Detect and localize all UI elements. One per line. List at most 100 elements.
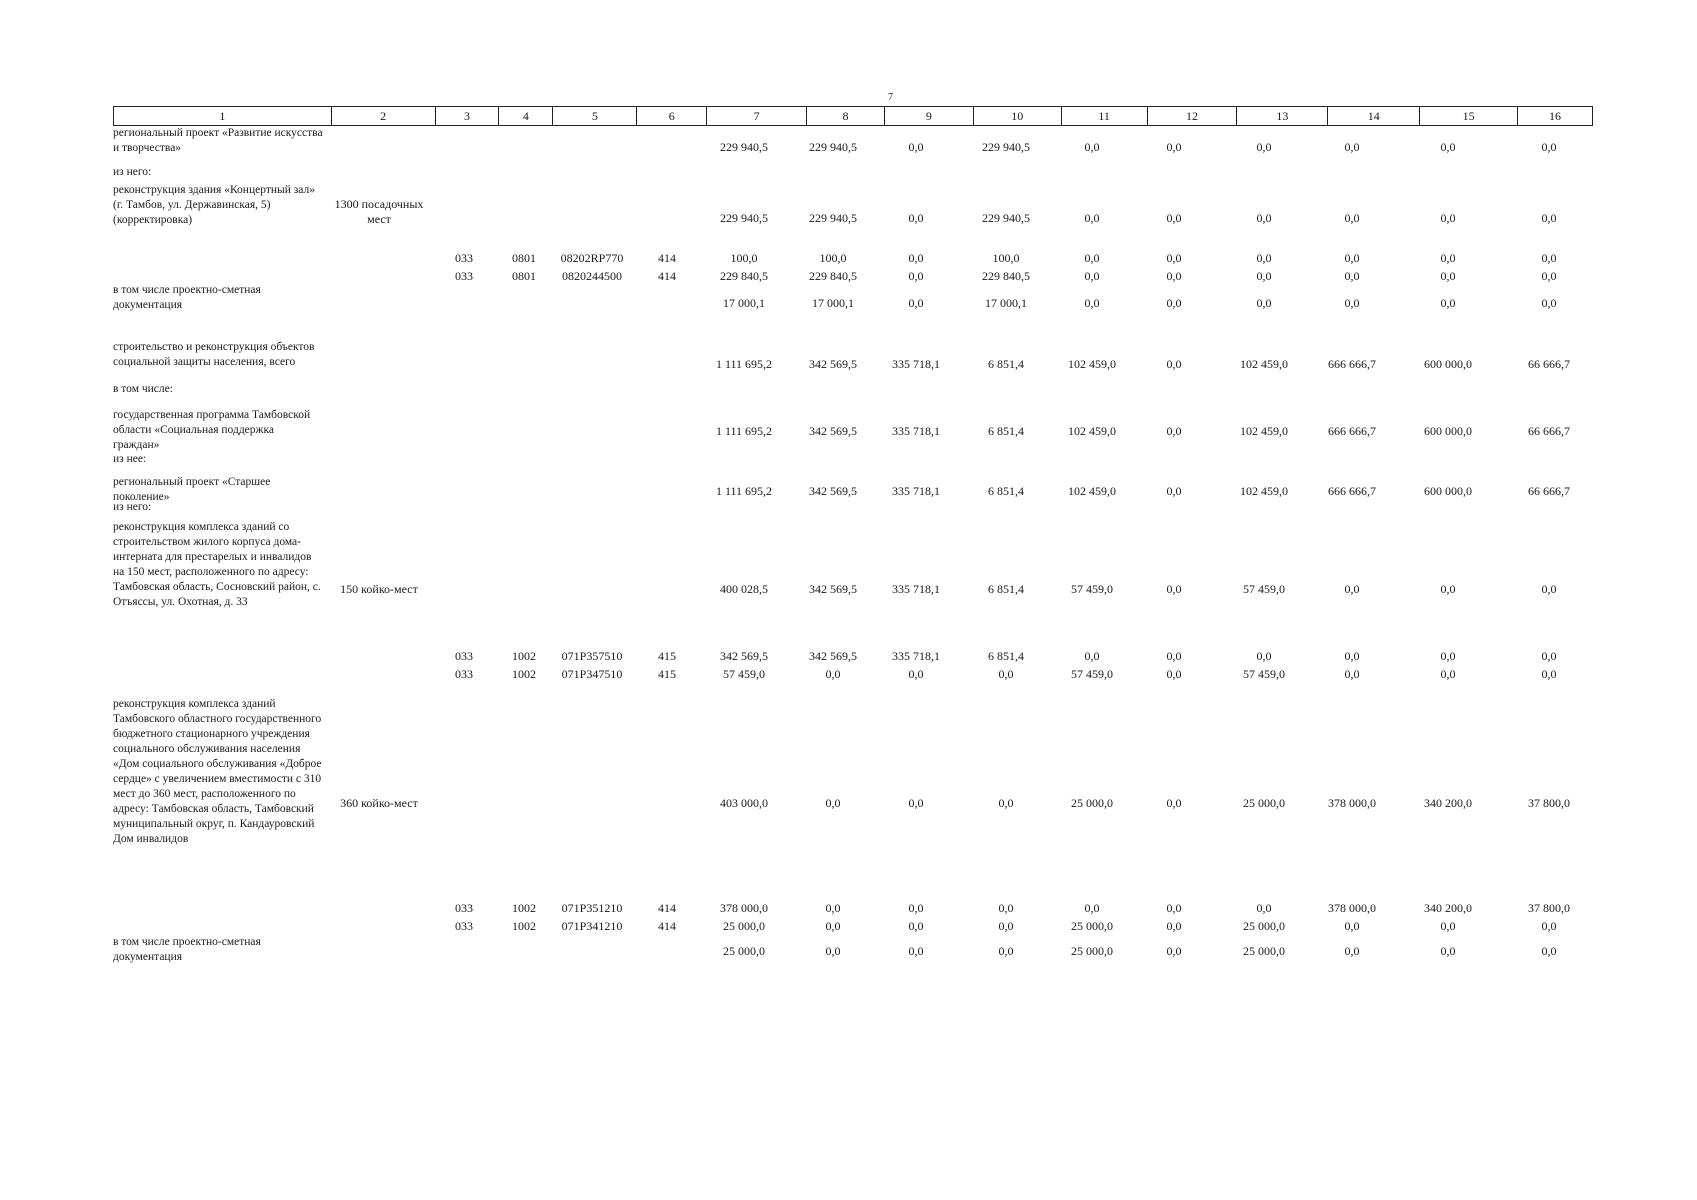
row-value-col-10: 6 851,4 [988,582,1024,596]
header-col-3: 3 [436,107,500,125]
row-value-col-13: 0,0 [1256,251,1272,265]
row-value-col-12: 0,0 [1166,582,1182,596]
row-value-col-16: 66 666,7 [1528,357,1570,371]
row-value-col-10: 229 940,5 [982,211,1030,225]
header-col-1: 1 [114,107,332,125]
row-value-col-15: 340 200,0 [1424,901,1472,915]
row-description: в том числе проектно-сметная документаци… [113,284,261,311]
row-value-col-9: 335 718,1 [892,582,940,596]
row-value-col-14: 0,0 [1344,582,1360,596]
row-description: региональный проект «Развитие искусства … [113,127,323,154]
row-code-c4: 1002 [512,919,536,933]
row-value-col-11: 0,0 [1084,269,1100,283]
row-value-col-7: 1 111 695,2 [715,357,773,371]
row-code-c4: 1002 [512,649,536,663]
row-value-col-13: 0,0 [1256,211,1272,225]
row-value-col-15: 0,0 [1440,211,1456,225]
row-value-col-8: 0,0 [825,944,841,958]
header-col-5: 5 [553,107,638,125]
row-value-col-15: 600 000,0 [1424,424,1472,438]
row-value-col-14: 378 000,0 [1328,796,1376,810]
row-value-col-7: 400 028,5 [720,582,768,596]
row-value-col-9: 335 718,1 [892,484,940,498]
row-code-c4: 1002 [512,667,536,681]
header-col-2: 2 [332,107,436,125]
row-value-col-15: 0,0 [1440,667,1456,681]
row-description: из него: [113,166,152,178]
row-value-col-16: 0,0 [1541,649,1557,663]
row-value-col-14: 666 666,7 [1328,357,1376,371]
row-description: в том числе проектно-сметная документаци… [113,936,261,963]
row-value-col-16: 37 800,0 [1528,901,1570,915]
row-value-col-13: 57 459,0 [1243,667,1285,681]
row-code-c6: 414 [658,919,676,933]
row-value-col-13: 25 000,0 [1243,944,1285,958]
row-capacity: 360 койко-мест [340,796,418,810]
row-value-col-15: 0,0 [1440,944,1456,958]
row-value-col-16: 66 666,7 [1528,484,1570,498]
header-col-7: 7 [707,107,808,125]
row-value-col-10: 17 000,1 [985,296,1027,310]
row-value-col-9: 335 718,1 [892,424,940,438]
row-value-col-9: 0,0 [908,901,924,915]
row-value-col-10: 6 851,4 [988,424,1024,438]
row-value-col-13: 57 459,0 [1243,582,1285,596]
row-description: реконструкция комплекса зданий со строит… [113,521,321,608]
row-value-col-13: 25 000,0 [1243,796,1285,810]
header-col-13: 13 [1237,107,1329,125]
row-description: государственная программа Тамбовской обл… [113,409,311,451]
row-value-col-15: 600 000,0 [1424,357,1472,371]
row-capacity: 1300 посадочных мест [334,197,424,226]
table-header: 1 2 3 4 5 6 7 8 9 10 11 12 13 14 15 16 [113,106,1593,126]
header-col-10: 10 [974,107,1062,125]
row-code-c3: 033 [455,649,473,663]
row-description: в том числе: [113,383,173,395]
row-value-col-11: 0,0 [1084,296,1100,310]
row-value-col-9: 0,0 [908,211,924,225]
row-value-col-8: 229 840,5 [809,269,857,283]
row-value-col-13: 25 000,0 [1243,919,1285,933]
row-value-col-7: 57 459,0 [723,667,765,681]
header-col-12: 12 [1148,107,1238,125]
row-value-col-11: 57 459,0 [1071,667,1113,681]
row-value-col-13: 0,0 [1256,649,1272,663]
row-value-col-14: 0,0 [1344,919,1360,933]
row-value-col-12: 0,0 [1166,424,1182,438]
row-value-col-13: 0,0 [1256,269,1272,283]
header-col-15: 15 [1420,107,1519,125]
row-code-c3: 033 [455,667,473,681]
row-value-col-7: 229 840,5 [720,269,768,283]
row-value-col-14: 666 666,7 [1328,484,1376,498]
row-description: реконструкция комплекса зданий Тамбовско… [113,698,322,845]
row-value-col-16: 0,0 [1541,667,1557,681]
row-value-col-7: 17 000,1 [723,296,765,310]
row-value-col-12: 0,0 [1166,296,1182,310]
row-code-c3: 033 [455,269,473,283]
page-number: 7 [888,92,893,103]
row-code-c3: 033 [455,901,473,915]
row-value-col-9: 0,0 [908,944,924,958]
row-code-c5: 071P357510 [561,649,623,663]
header-col-4: 4 [499,107,554,125]
row-value-col-10: 0,0 [998,796,1014,810]
row-value-col-12: 0,0 [1166,484,1182,498]
row-value-col-7: 378 000,0 [720,901,768,915]
row-code-c6: 414 [658,269,676,283]
row-description: реконструкция здания «Концертный зал» (г… [113,184,315,226]
row-value-col-14: 0,0 [1344,269,1360,283]
row-value-col-7: 25 000,0 [723,944,765,958]
row-value-col-15: 0,0 [1440,582,1456,596]
row-value-col-8: 0,0 [825,901,841,915]
row-code-c6: 414 [658,901,676,915]
row-value-col-11: 102 459,0 [1068,424,1116,438]
row-description: из него: [113,501,152,513]
row-value-col-7: 229 940,5 [720,211,768,225]
row-value-col-12: 0,0 [1166,796,1182,810]
row-value-col-16: 0,0 [1541,944,1557,958]
row-value-col-8: 0,0 [825,919,841,933]
row-value-col-10: 6 851,4 [988,357,1024,371]
row-value-col-13: 102 459,0 [1240,424,1288,438]
row-code-c5: 08202RP770 [560,251,624,265]
row-code-c5: 071P351210 [561,901,623,915]
